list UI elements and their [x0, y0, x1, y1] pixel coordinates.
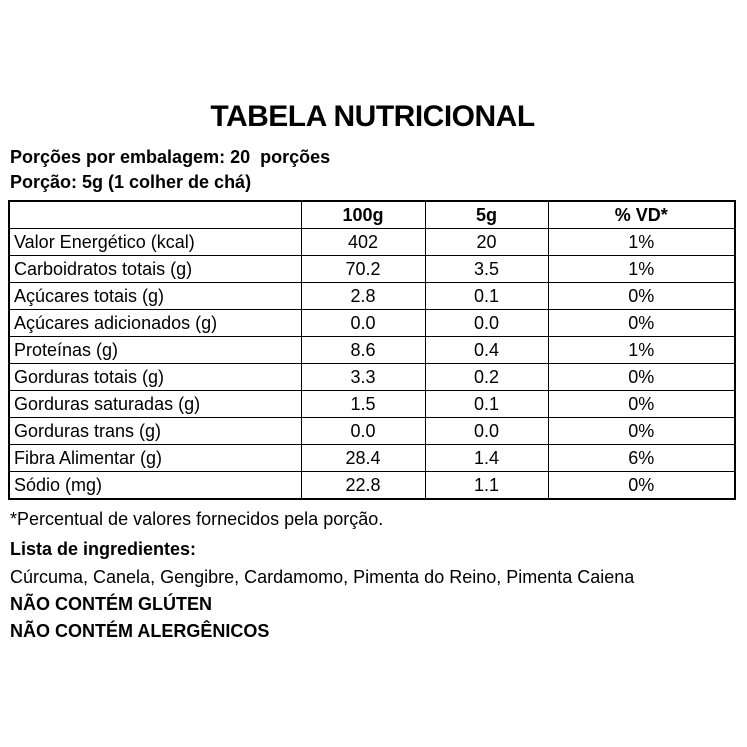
value-vd: 0%: [547, 471, 736, 500]
value-100g: 70.2: [300, 255, 426, 283]
row-label: Carboidratos totais (g): [8, 255, 302, 283]
value-100g: 402: [300, 228, 426, 256]
value-vd: 0%: [547, 309, 736, 337]
value-5g: 0.2: [424, 363, 549, 391]
table-row: Açúcares adicionados (g) 0.0 0.0 0%: [8, 309, 736, 337]
header-100g: 100g: [300, 200, 426, 229]
value-vd: 0%: [547, 282, 736, 310]
header-vd: % VD*: [547, 200, 736, 229]
value-5g: 0.0: [424, 417, 549, 445]
table-row: Sódio (mg) 22.8 1.1 0%: [8, 471, 736, 500]
value-100g: 28.4: [300, 444, 426, 472]
value-5g: 20: [424, 228, 549, 256]
table-row: Fibra Alimentar (g) 28.4 1.4 6%: [8, 444, 736, 472]
claim-gluten-free: NÃO CONTÉM GLÚTEN: [10, 594, 212, 614]
table-row: Gorduras trans (g) 0.0 0.0 0%: [8, 417, 736, 445]
value-vd: 0%: [547, 390, 736, 418]
page-title: TABELA NUTRICIONAL: [210, 100, 535, 133]
value-100g: 2.8: [300, 282, 426, 310]
value-vd: 1%: [547, 336, 736, 364]
vd-footnote: *Percentual de valores fornecidos pela p…: [10, 509, 384, 529]
value-5g: 0.1: [424, 390, 549, 418]
ingredients-heading: Lista de ingredientes:: [10, 539, 197, 559]
value-vd: 0%: [547, 363, 736, 391]
value-vd: 1%: [547, 255, 736, 283]
value-vd: 0%: [547, 417, 736, 445]
value-5g: 0.0: [424, 309, 549, 337]
value-100g: 8.6: [300, 336, 426, 364]
portion-size-line: Porção: 5g (1 colher de chá): [10, 172, 252, 192]
value-5g: 1.4: [424, 444, 549, 472]
value-5g: 0.4: [424, 336, 549, 364]
nutrition-label-page: TABELA NUTRICIONAL Porções por embalagem…: [8, 100, 736, 641]
table-row: Gorduras saturadas (g) 1.5 0.1 0%: [8, 390, 736, 418]
table-row: Carboidratos totais (g) 70.2 3.5 1%: [8, 255, 736, 283]
row-label: Açúcares totais (g): [8, 282, 302, 310]
claim-allergen-free: NÃO CONTÉM ALERGÊNICOS: [10, 621, 270, 641]
header-5g: 5g: [424, 200, 549, 229]
table-row: Gorduras totais (g) 3.3 0.2 0%: [8, 363, 736, 391]
value-100g: 3.3: [300, 363, 426, 391]
table-header-row: 100g 5g % VD*: [8, 200, 736, 229]
row-label: Açúcares adicionados (g): [8, 309, 302, 337]
value-100g: 0.0: [300, 417, 426, 445]
row-label: Gorduras trans (g): [8, 417, 302, 445]
row-label: Gorduras totais (g): [8, 363, 302, 391]
table-row: Açúcares totais (g) 2.8 0.1 0%: [8, 282, 736, 310]
row-label: Gorduras saturadas (g): [8, 390, 302, 418]
table-row: Valor Energético (kcal) 402 20 1%: [8, 228, 736, 256]
row-label: Sódio (mg): [8, 471, 302, 500]
value-5g: 0.1: [424, 282, 549, 310]
table-row: Proteínas (g) 8.6 0.4 1%: [8, 336, 736, 364]
value-100g: 22.8: [300, 471, 426, 500]
value-100g: 1.5: [300, 390, 426, 418]
value-5g: 3.5: [424, 255, 549, 283]
value-100g: 0.0: [300, 309, 426, 337]
servings-per-package-line: Porções por embalagem: 20 porções: [10, 147, 331, 167]
row-label: Proteínas (g): [8, 336, 302, 364]
row-label: Fibra Alimentar (g): [8, 444, 302, 472]
nutrition-table: 100g 5g % VD* Valor Energético (kcal) 40…: [8, 200, 736, 500]
value-5g: 1.1: [424, 471, 549, 500]
row-label: Valor Energético (kcal): [8, 228, 302, 256]
header-blank: [8, 200, 302, 229]
value-vd: 6%: [547, 444, 736, 472]
ingredients-list: Cúrcuma, Canela, Gengibre, Cardamomo, Pi…: [10, 567, 635, 587]
value-vd: 1%: [547, 228, 736, 256]
